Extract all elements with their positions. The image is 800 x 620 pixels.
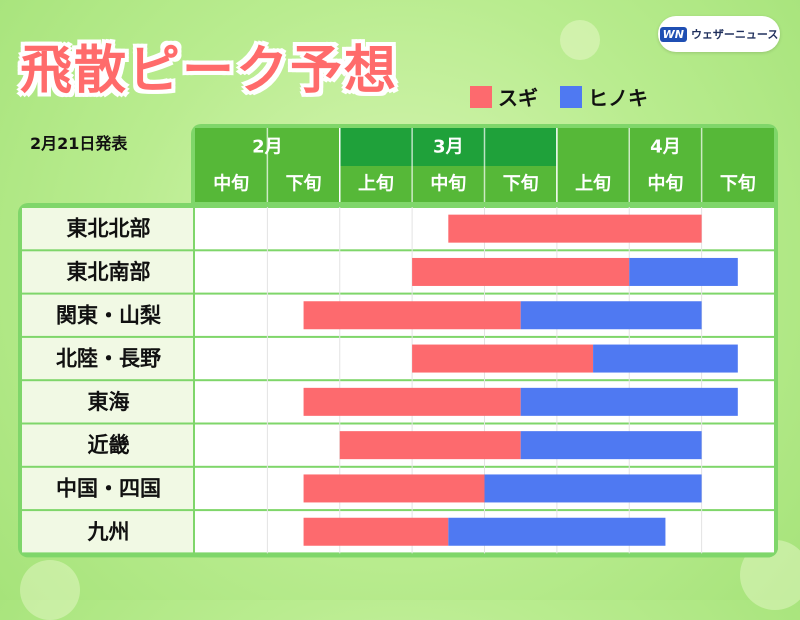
legend-swatch-sugi xyxy=(470,85,492,108)
hinoki-bar xyxy=(520,301,702,330)
period-label: 上旬 xyxy=(358,173,394,195)
sugi-bar xyxy=(303,474,485,503)
bokeh-light xyxy=(560,20,600,60)
period-label: 下旬 xyxy=(720,173,756,195)
period-header-cell xyxy=(701,166,774,202)
month-header-cell xyxy=(339,128,557,166)
month-label: 4月 xyxy=(650,137,681,158)
region-name-cell xyxy=(22,381,193,423)
announcement-date: 2月21日発表 xyxy=(30,134,128,153)
period-header-cell xyxy=(339,166,413,202)
sugi-bar xyxy=(303,387,521,416)
region-label: 北陸・長野 xyxy=(56,347,161,371)
chart-title: 飛散ピーク予想 xyxy=(20,41,399,101)
period-label: 下旬 xyxy=(286,173,322,195)
region-label: 東海 xyxy=(88,390,130,414)
weathernews-logo: WN ウェザーニュース xyxy=(658,16,780,52)
period-header-cell xyxy=(556,166,630,202)
hinoki-bar xyxy=(520,431,702,460)
region-name-cell xyxy=(22,424,193,466)
hinoki-bar xyxy=(448,517,666,546)
region-name-cell xyxy=(22,294,193,336)
hinoki-bar xyxy=(593,344,738,373)
hinoki-bar xyxy=(520,387,738,416)
region-label: 関東・山梨 xyxy=(56,303,161,327)
sugi-bar xyxy=(412,257,630,286)
sugi-bar xyxy=(448,214,702,243)
sugi-bar xyxy=(303,301,521,330)
legend-item-hinoki: ヒノキ xyxy=(560,82,648,111)
region-label: 近畿 xyxy=(88,433,130,457)
legend-label-sugi: スギ xyxy=(498,86,538,110)
sugi-bar xyxy=(303,517,449,546)
region-label: 中国・四国 xyxy=(56,476,161,500)
period-header-cell xyxy=(267,166,340,202)
period-header-cell xyxy=(195,166,268,202)
region-name-cell xyxy=(22,251,193,293)
region-name-cell xyxy=(22,467,193,510)
legend-swatch-hinoki xyxy=(560,85,582,108)
region-name-cell xyxy=(22,337,193,380)
legend-item-sugi: スギ xyxy=(470,82,538,111)
period-label: 中旬 xyxy=(647,173,683,195)
hinoki-bar xyxy=(629,257,738,286)
legend-label-hinoki: ヒノキ xyxy=(588,86,648,110)
period-header-cell xyxy=(629,166,702,202)
period-label: 中旬 xyxy=(430,173,466,195)
logo-text: ウェザーニュース xyxy=(690,28,779,41)
period-label: 中旬 xyxy=(213,173,249,195)
region-label: 東北南部 xyxy=(67,260,151,284)
sugi-bar xyxy=(339,431,521,460)
month-label: 3月 xyxy=(433,137,464,158)
month-header-cell xyxy=(556,128,774,166)
period-header-cell xyxy=(412,166,485,202)
legend: スギ ヒノキ xyxy=(470,82,648,111)
region-label: 九州 xyxy=(87,520,130,544)
region-name-cell xyxy=(22,208,193,250)
logo-badge: WN xyxy=(659,26,687,42)
period-header-cell xyxy=(484,166,557,202)
sugi-bar xyxy=(412,344,594,373)
region-name-cell xyxy=(22,511,193,553)
hinoki-bar xyxy=(484,474,702,503)
region-label: 東北北部 xyxy=(67,217,151,241)
period-label: 下旬 xyxy=(503,173,539,195)
period-label: 上旬 xyxy=(575,173,611,195)
